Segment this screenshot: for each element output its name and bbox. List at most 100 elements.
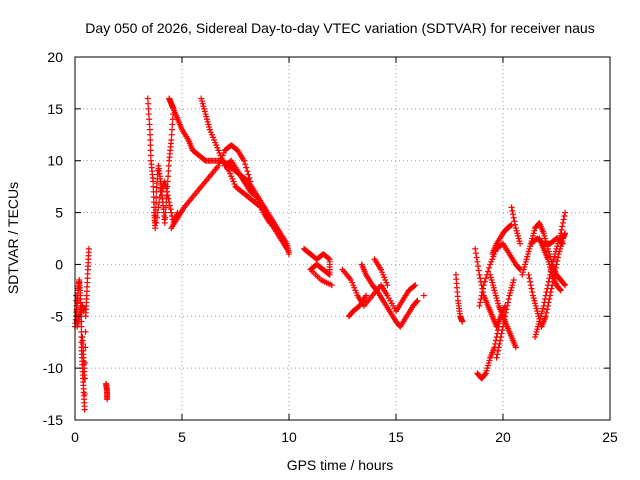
data-point (411, 283, 418, 290)
data-point (473, 254, 480, 261)
data-point (266, 219, 273, 226)
data-point (476, 271, 483, 278)
data-point (501, 316, 508, 323)
data-point (474, 258, 481, 265)
data-point (163, 185, 170, 192)
data-point (152, 200, 159, 207)
data-point (541, 299, 548, 306)
data-point (485, 268, 492, 275)
data-point (325, 255, 332, 262)
data-point (169, 126, 176, 133)
data-point (543, 289, 550, 296)
data-point (81, 406, 88, 413)
data-point (156, 194, 163, 201)
data-point (286, 251, 292, 258)
data-point (145, 100, 152, 107)
data-point (511, 218, 518, 225)
data-point (80, 308, 87, 315)
data-point (542, 296, 549, 302)
data-point (147, 147, 154, 154)
data-point (104, 396, 111, 403)
data-point (529, 289, 536, 296)
data-point (509, 207, 516, 214)
data-point (482, 275, 489, 282)
y-tick-label: 5 (55, 205, 63, 221)
data-point (512, 344, 519, 351)
data-point (560, 216, 567, 223)
data-point (544, 306, 551, 313)
x-tick-label: 0 (71, 429, 79, 445)
data-point (162, 181, 169, 188)
data-point (477, 299, 484, 306)
data-point (557, 286, 564, 293)
data-point (167, 206, 174, 213)
data-point (557, 230, 564, 237)
chart-title: Day 050 of 2026, Sidereal Day-to-day VTE… (85, 20, 594, 36)
data-point (542, 292, 549, 299)
data-point (155, 204, 162, 211)
y-tick-label: -10 (43, 360, 63, 376)
data-point (168, 136, 175, 143)
data-point (283, 245, 290, 252)
data-point (494, 351, 501, 358)
data-point (168, 209, 175, 216)
data-point (81, 375, 88, 382)
data-point (505, 296, 512, 302)
data-point (147, 152, 154, 159)
data-point (166, 202, 173, 209)
data-point (500, 323, 506, 330)
data-point (480, 285, 487, 292)
data-point (508, 204, 515, 211)
data-point (510, 276, 517, 283)
x-tick-label: 15 (388, 429, 404, 445)
data-point (328, 282, 335, 289)
data-point (152, 225, 159, 232)
axis-ticks: 0 5 10 15 20 25 -15 -10 -5 0 5 10 15 20 (43, 49, 618, 445)
data-point (558, 226, 565, 233)
y-tick-label: 0 (55, 256, 63, 272)
data-point (156, 199, 163, 206)
data-point (498, 330, 505, 337)
data-point (144, 95, 151, 102)
data-point (459, 318, 466, 325)
data-point (164, 192, 171, 199)
data-point (496, 340, 503, 347)
data-point (493, 354, 500, 361)
data-point (500, 320, 507, 327)
data-point (164, 188, 171, 195)
data-point (475, 263, 482, 270)
data-point (169, 121, 176, 128)
data-point (477, 296, 484, 302)
data-point (561, 281, 568, 288)
data-point (363, 292, 370, 299)
grid-lines (75, 57, 610, 420)
data-point (476, 302, 483, 309)
data-point (162, 209, 169, 216)
data-point (81, 391, 88, 398)
data-point (73, 297, 80, 304)
data-point (481, 278, 488, 285)
data-point (497, 334, 504, 341)
data-point (413, 298, 420, 305)
data-point (559, 223, 566, 230)
y-tick-label: -15 (43, 412, 63, 428)
data-point (499, 327, 506, 334)
data-point (509, 211, 516, 218)
data-point (544, 282, 551, 289)
data-point (540, 302, 547, 309)
data-point (166, 199, 173, 206)
data-point (477, 275, 484, 282)
data-point (165, 173, 172, 180)
data-point (562, 209, 569, 216)
data-point (154, 209, 161, 216)
y-tick-label: 10 (47, 153, 63, 169)
data-point (150, 178, 157, 185)
y-axis-label: SDTVAR / TECUs (5, 182, 21, 294)
data-point (472, 245, 479, 252)
data-points (72, 95, 569, 413)
data-point (502, 313, 509, 320)
data-point (545, 278, 552, 285)
data-point (527, 278, 534, 285)
data-point (486, 264, 493, 271)
